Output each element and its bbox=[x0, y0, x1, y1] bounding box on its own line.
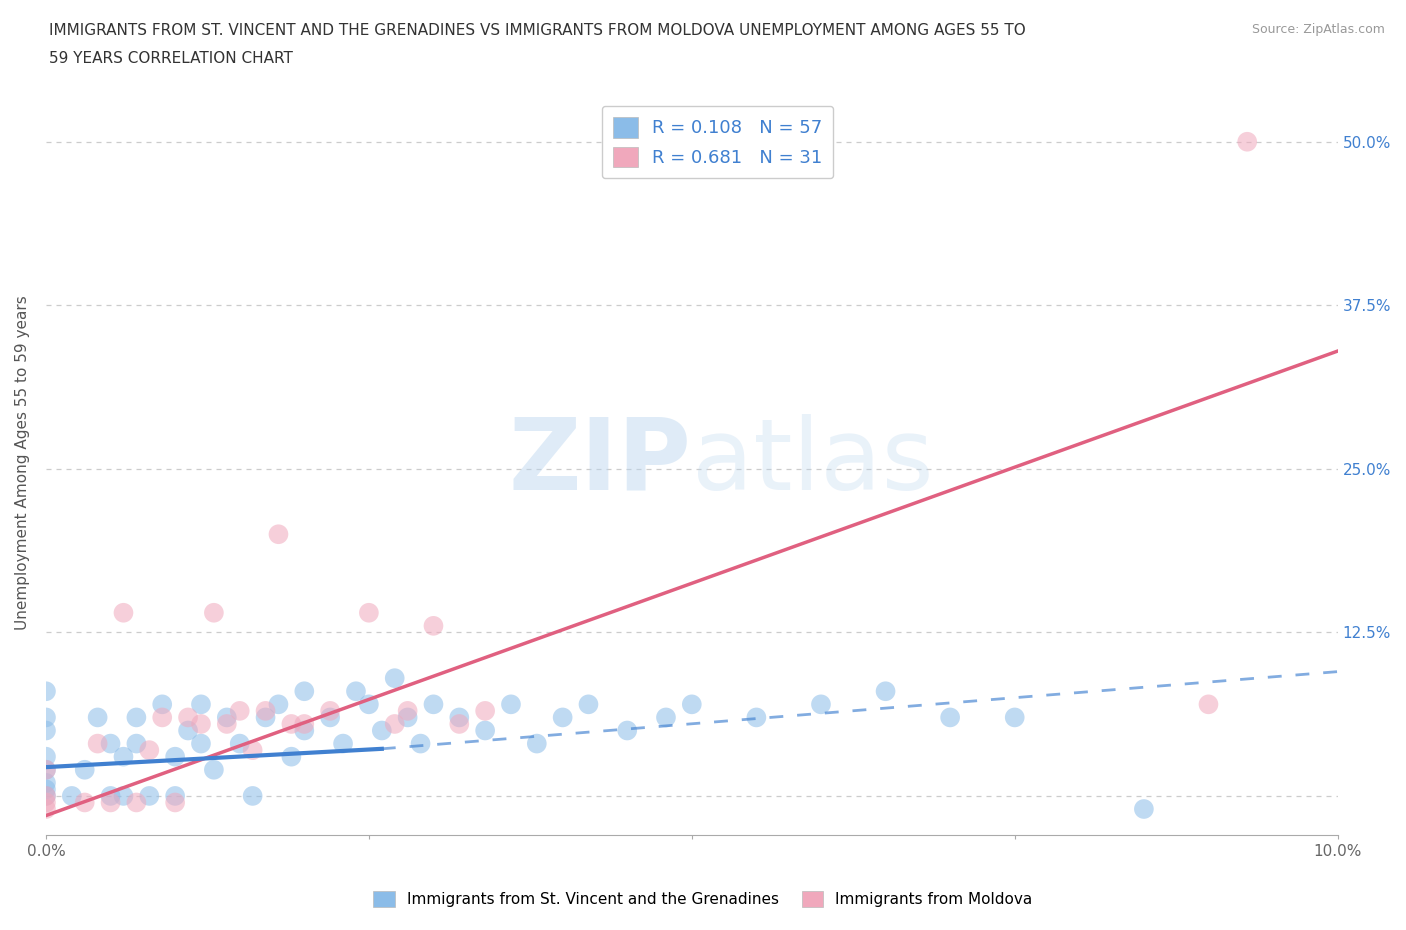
Point bbox=[228, 737, 250, 751]
Point bbox=[112, 750, 135, 764]
Point bbox=[267, 697, 290, 711]
Point bbox=[35, 763, 58, 777]
Point bbox=[165, 789, 187, 804]
Point bbox=[422, 697, 444, 711]
Point bbox=[190, 737, 212, 751]
Point bbox=[35, 763, 58, 777]
Point bbox=[242, 743, 264, 758]
Point bbox=[150, 697, 173, 711]
Text: Source: ZipAtlas.com: Source: ZipAtlas.com bbox=[1251, 23, 1385, 36]
Point bbox=[655, 710, 678, 724]
Point bbox=[100, 737, 122, 751]
Point bbox=[319, 710, 342, 724]
Legend: Immigrants from St. Vincent and the Grenadines, Immigrants from Moldova: Immigrants from St. Vincent and the Gren… bbox=[367, 884, 1039, 913]
Point bbox=[396, 703, 419, 718]
Point bbox=[1004, 710, 1026, 724]
Point bbox=[242, 789, 264, 804]
Point bbox=[35, 795, 58, 810]
Point bbox=[35, 684, 58, 698]
Point bbox=[1198, 697, 1220, 711]
Point bbox=[267, 526, 290, 541]
Text: IMMIGRANTS FROM ST. VINCENT AND THE GRENADINES VS IMMIGRANTS FROM MOLDOVA UNEMPL: IMMIGRANTS FROM ST. VINCENT AND THE GREN… bbox=[49, 23, 1026, 38]
Point bbox=[100, 789, 122, 804]
Point bbox=[125, 737, 148, 751]
Point bbox=[357, 697, 380, 711]
Point bbox=[73, 763, 96, 777]
Point bbox=[332, 737, 354, 751]
Point bbox=[499, 697, 522, 711]
Point bbox=[422, 618, 444, 633]
Point bbox=[165, 795, 187, 810]
Point bbox=[35, 750, 58, 764]
Point bbox=[254, 710, 277, 724]
Y-axis label: Unemployment Among Ages 55 to 59 years: Unemployment Among Ages 55 to 59 years bbox=[15, 295, 30, 630]
Point bbox=[35, 710, 58, 724]
Point bbox=[875, 684, 897, 698]
Point bbox=[86, 737, 108, 751]
Text: atlas: atlas bbox=[692, 414, 934, 511]
Point bbox=[396, 710, 419, 724]
Point bbox=[384, 671, 406, 685]
Point bbox=[292, 723, 315, 737]
Point bbox=[35, 723, 58, 737]
Point bbox=[474, 703, 496, 718]
Point bbox=[1236, 134, 1258, 149]
Point bbox=[292, 716, 315, 731]
Point bbox=[319, 703, 342, 718]
Point bbox=[551, 710, 574, 724]
Point bbox=[344, 684, 367, 698]
Point bbox=[190, 697, 212, 711]
Point bbox=[138, 789, 160, 804]
Point bbox=[35, 802, 58, 817]
Point bbox=[165, 750, 187, 764]
Text: ZIP: ZIP bbox=[509, 414, 692, 511]
Point bbox=[449, 716, 471, 731]
Point bbox=[384, 716, 406, 731]
Point bbox=[125, 795, 148, 810]
Point bbox=[1133, 802, 1156, 817]
Point bbox=[526, 737, 548, 751]
Point bbox=[474, 723, 496, 737]
Point bbox=[616, 723, 638, 737]
Point bbox=[112, 605, 135, 620]
Point bbox=[215, 716, 238, 731]
Point bbox=[681, 697, 703, 711]
Point bbox=[150, 710, 173, 724]
Point bbox=[280, 750, 302, 764]
Point bbox=[745, 710, 768, 724]
Point bbox=[228, 703, 250, 718]
Point bbox=[100, 795, 122, 810]
Point bbox=[138, 743, 160, 758]
Point bbox=[35, 789, 58, 804]
Point bbox=[35, 776, 58, 790]
Point bbox=[371, 723, 394, 737]
Point bbox=[73, 795, 96, 810]
Point bbox=[292, 684, 315, 698]
Point bbox=[578, 697, 600, 711]
Point bbox=[280, 716, 302, 731]
Text: 59 YEARS CORRELATION CHART: 59 YEARS CORRELATION CHART bbox=[49, 51, 292, 66]
Point bbox=[35, 789, 58, 804]
Point bbox=[177, 723, 200, 737]
Point bbox=[202, 605, 225, 620]
Point bbox=[125, 710, 148, 724]
Point bbox=[409, 737, 432, 751]
Point bbox=[449, 710, 471, 724]
Point bbox=[177, 710, 200, 724]
Legend: R = 0.108   N = 57, R = 0.681   N = 31: R = 0.108 N = 57, R = 0.681 N = 31 bbox=[602, 106, 834, 179]
Point bbox=[112, 789, 135, 804]
Point bbox=[810, 697, 832, 711]
Point bbox=[202, 763, 225, 777]
Point bbox=[357, 605, 380, 620]
Point bbox=[86, 710, 108, 724]
Point bbox=[190, 716, 212, 731]
Point bbox=[60, 789, 83, 804]
Point bbox=[254, 703, 277, 718]
Point bbox=[215, 710, 238, 724]
Point bbox=[35, 782, 58, 797]
Point bbox=[939, 710, 962, 724]
